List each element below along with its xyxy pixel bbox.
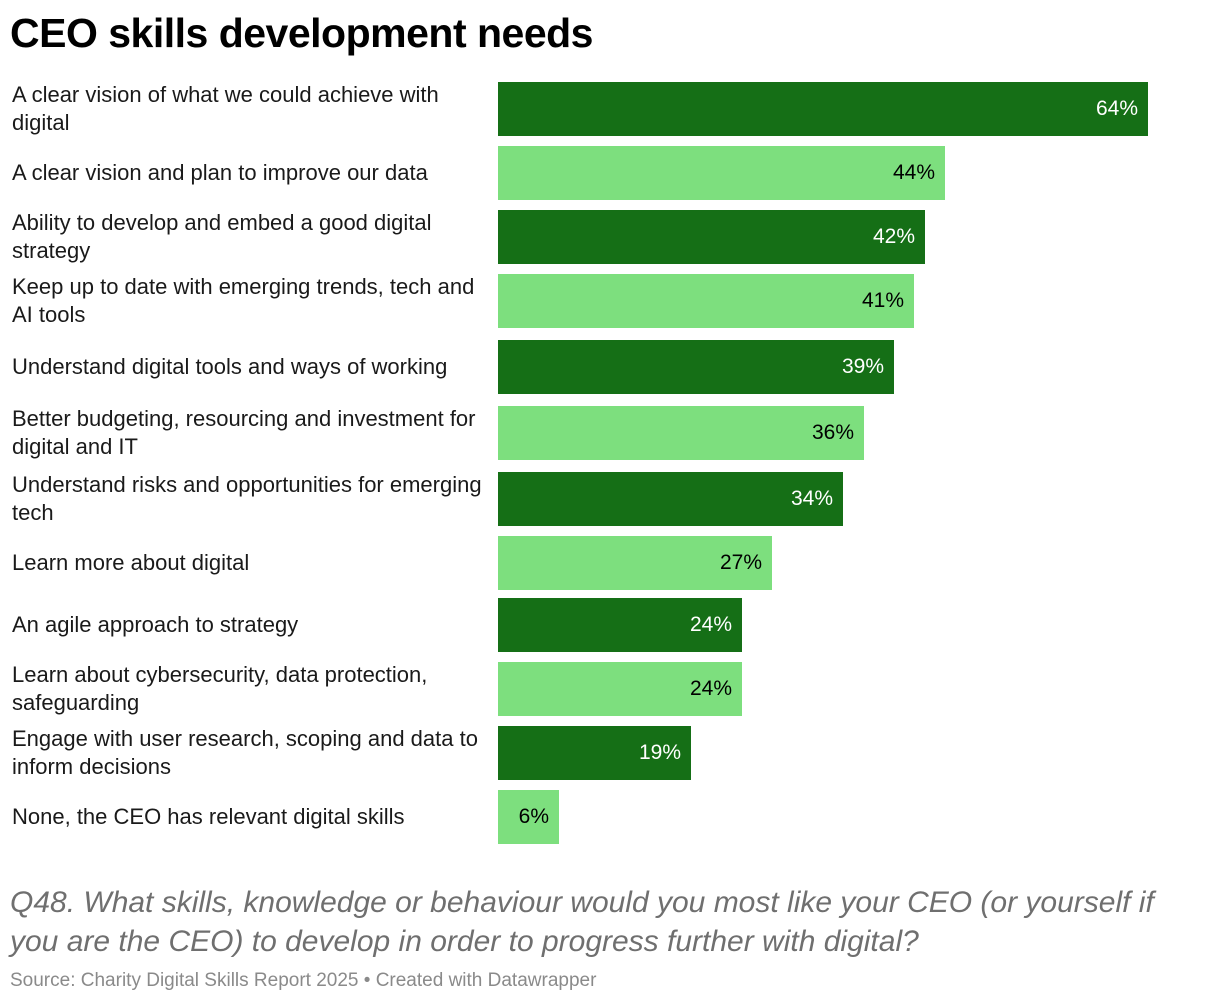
bar-value-label: 24% (689, 677, 732, 700)
bar (498, 726, 691, 780)
category-label: Better budgeting, resourcing and investm… (12, 406, 476, 459)
bar-value-label: 39% (841, 355, 884, 378)
category-label: Ability to develop and embed a good digi… (12, 210, 432, 263)
bar (498, 146, 945, 200)
bar (498, 472, 843, 526)
category-label: A clear vision and plan to improve our d… (12, 160, 428, 185)
bar-value-label: 27% (719, 551, 762, 574)
category-label: Engage with user research, scoping and d… (12, 726, 478, 779)
category-label: None, the CEO has relevant digital skill… (12, 804, 405, 829)
bar-value-label: 19% (638, 741, 681, 764)
bar-value-label: 24% (689, 613, 732, 636)
category-label: A clear vision of what we could achieve … (12, 82, 439, 135)
category-label: Understand digital tools and ways of wor… (12, 354, 448, 379)
bar-value-label: 36% (811, 421, 854, 444)
bar-value-label: 6% (518, 805, 549, 828)
bar (498, 340, 894, 394)
category-label: Keep up to date with emerging trends, te… (12, 274, 475, 327)
category-label: Learn about cybersecurity, data protecti… (12, 662, 428, 715)
bar-value-label: 42% (872, 225, 915, 248)
bar (498, 274, 914, 328)
bar (498, 662, 742, 716)
bar-value-label: 34% (790, 487, 833, 510)
bar (498, 210, 925, 264)
category-label: An agile approach to strategy (12, 612, 299, 637)
bar-chart: A clear vision of what we could achieve … (12, 82, 1148, 844)
bar (498, 536, 772, 590)
bar-value-label: 64% (1095, 97, 1138, 120)
bar (498, 406, 864, 460)
bar (498, 598, 742, 652)
category-label: Learn more about digital (12, 550, 250, 575)
category-label: Understand risks and opportunities for e… (12, 472, 482, 525)
source-note: Source: Charity Digital Skills Report 20… (10, 970, 597, 991)
survey-question: Q48. What skills, knowledge or behaviour… (10, 886, 1154, 958)
bar-value-label: 41% (861, 289, 904, 312)
bar-value-label: 44% (892, 161, 935, 184)
bar (498, 82, 1148, 136)
chart-title: CEO skills development needs (10, 10, 593, 56)
bar (498, 790, 559, 844)
